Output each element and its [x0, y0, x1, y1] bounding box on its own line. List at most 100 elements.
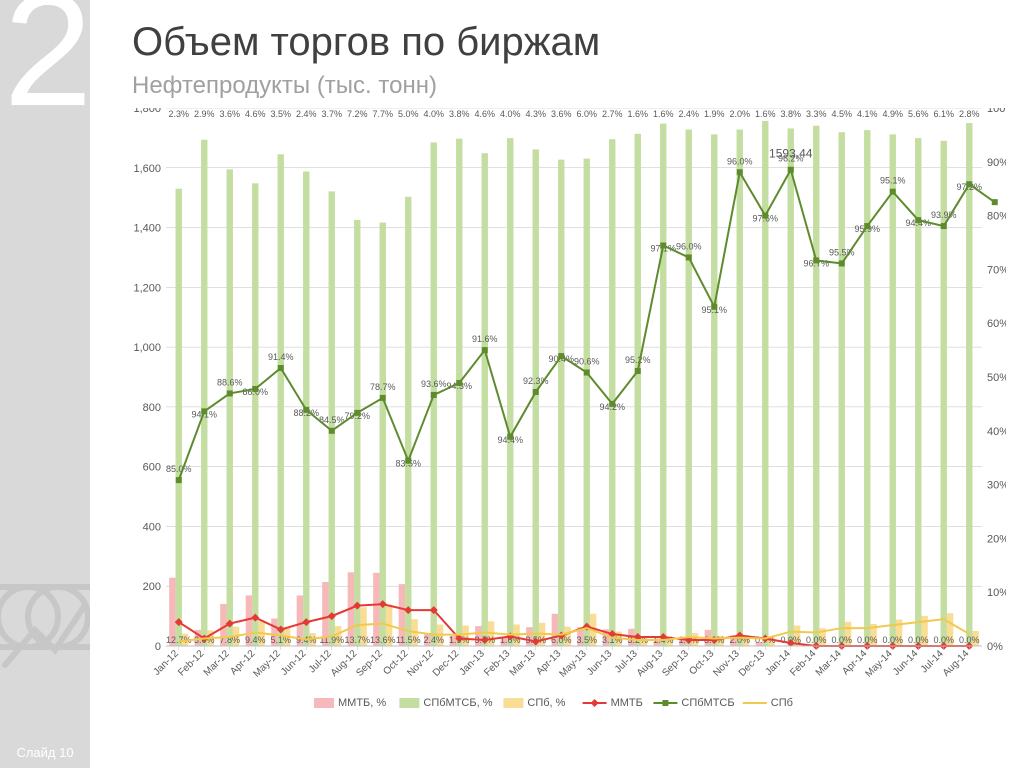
section-number: 2: [0, 0, 90, 130]
svg-text:95.2%: 95.2%: [625, 355, 651, 365]
svg-text:СПбМТСБ: СПбМТСБ: [681, 697, 734, 709]
svg-text:1,800: 1,800: [133, 108, 161, 115]
svg-text:200: 200: [143, 581, 161, 593]
svg-text:Jun-14: Jun-14: [891, 648, 921, 678]
svg-text:13.7%: 13.7%: [344, 635, 370, 645]
svg-text:Sep-13: Sep-13: [660, 648, 691, 679]
svg-text:50%: 50%: [987, 372, 1006, 384]
svg-text:ММТБ, %: ММТБ, %: [338, 697, 386, 709]
svg-text:Jun-13: Jun-13: [585, 648, 615, 678]
svg-text:Feb-13: Feb-13: [482, 648, 512, 678]
svg-text:Mar-14: Mar-14: [814, 648, 844, 678]
svg-text:4.0%: 4.0%: [423, 109, 444, 119]
svg-text:Feb-14: Feb-14: [788, 648, 818, 678]
svg-text:3.8%: 3.8%: [449, 109, 470, 119]
svg-text:600: 600: [143, 462, 161, 474]
svg-text:1.6%: 1.6%: [755, 109, 776, 119]
svg-text:4.6%: 4.6%: [474, 109, 495, 119]
svg-text:May-13: May-13: [558, 648, 590, 680]
svg-text:5.6%: 5.6%: [908, 109, 929, 119]
svg-text:88.6%: 88.6%: [217, 377, 243, 387]
svg-text:3.3%: 3.3%: [806, 109, 827, 119]
svg-text:1,000: 1,000: [133, 342, 161, 354]
svg-text:3.5%: 3.5%: [576, 635, 597, 645]
svg-text:6.1%: 6.1%: [933, 109, 954, 119]
svg-text:0%: 0%: [987, 641, 1003, 653]
svg-text:9.4%: 9.4%: [245, 635, 266, 645]
svg-text:2.3%: 2.3%: [168, 109, 189, 119]
svg-text:4.1%: 4.1%: [857, 109, 878, 119]
svg-text:1.6%: 1.6%: [653, 109, 674, 119]
svg-text:Dec-12: Dec-12: [431, 648, 462, 679]
svg-text:СПбМТСБ, %: СПбМТСБ, %: [423, 697, 492, 709]
watermark-logo: [0, 575, 90, 685]
svg-text:4.0%: 4.0%: [500, 109, 521, 119]
page-subtitle: Нефтепродукты (тыс. тонн): [132, 72, 437, 100]
svg-text:Sep-12: Sep-12: [354, 648, 385, 679]
svg-text:100%: 100%: [987, 108, 1006, 115]
svg-text:70%: 70%: [987, 264, 1006, 276]
svg-text:3.7%: 3.7%: [321, 109, 342, 119]
svg-text:96.0%: 96.0%: [727, 156, 753, 166]
svg-text:2.8%: 2.8%: [959, 109, 980, 119]
svg-text:2.4%: 2.4%: [678, 109, 699, 119]
svg-text:2.4%: 2.4%: [423, 635, 444, 645]
svg-text:800: 800: [143, 402, 161, 414]
svg-text:5.0%: 5.0%: [398, 109, 419, 119]
svg-text:2.0%: 2.0%: [729, 109, 750, 119]
page-title: Объем торгов по биржам: [132, 20, 600, 65]
svg-text:13.6%: 13.6%: [370, 635, 396, 645]
svg-text:78.7%: 78.7%: [370, 382, 396, 392]
svg-text:1593.44: 1593.44: [769, 147, 813, 161]
svg-text:Aug-13: Aug-13: [635, 648, 666, 679]
svg-text:Jan-13: Jan-13: [457, 648, 487, 678]
svg-text:3.6%: 3.6%: [551, 109, 572, 119]
svg-text:93.6%: 93.6%: [421, 379, 447, 389]
svg-text:1.6%: 1.6%: [627, 109, 648, 119]
svg-text:4.5%: 4.5%: [831, 109, 852, 119]
svg-text:30%: 30%: [987, 480, 1006, 492]
content-area: Объем торгов по биржам Нефтепродукты (ты…: [90, 0, 1024, 768]
svg-text:Mar-13: Mar-13: [508, 648, 538, 678]
svg-text:Nov-13: Nov-13: [711, 648, 742, 679]
slide-number: Слайд 10: [0, 745, 90, 760]
svg-text:Aug-12: Aug-12: [329, 648, 360, 679]
svg-text:20%: 20%: [987, 533, 1006, 545]
chart: 12.7%2.3%3.0%2.9%7.8%3.6%9.4%4.6%5.1%3.5…: [126, 108, 1006, 726]
svg-text:96.0%: 96.0%: [676, 241, 702, 251]
svg-text:3.5%: 3.5%: [270, 109, 291, 119]
svg-text:400: 400: [143, 521, 161, 533]
svg-text:Feb-12: Feb-12: [176, 648, 206, 678]
svg-text:1,600: 1,600: [133, 163, 161, 175]
slide: 2 Слайд 10 Объем торгов по биржам Нефтеп…: [0, 0, 1024, 768]
svg-text:4.3%: 4.3%: [525, 109, 546, 119]
svg-text:90%: 90%: [987, 157, 1006, 169]
svg-text:Nov-12: Nov-12: [405, 648, 436, 679]
svg-text:91.6%: 91.6%: [472, 334, 498, 344]
svg-text:91.4%: 91.4%: [268, 352, 294, 362]
svg-text:Dec-13: Dec-13: [737, 648, 768, 679]
svg-text:Aug-14: Aug-14: [941, 648, 972, 679]
svg-text:40%: 40%: [987, 426, 1006, 438]
svg-text:60%: 60%: [987, 318, 1006, 330]
svg-text:May-12: May-12: [252, 648, 284, 680]
svg-text:3.6%: 3.6%: [219, 109, 240, 119]
svg-text:7.7%: 7.7%: [372, 109, 393, 119]
svg-text:ММТБ: ММТБ: [611, 697, 643, 709]
svg-text:3.8%: 3.8%: [780, 109, 801, 119]
svg-text:4.9%: 4.9%: [882, 109, 903, 119]
svg-text:Mar-12: Mar-12: [202, 648, 232, 678]
svg-text:2.7%: 2.7%: [602, 109, 623, 119]
svg-text:90.6%: 90.6%: [574, 357, 600, 367]
svg-text:95.1%: 95.1%: [880, 176, 906, 186]
svg-text:СПб, %: СПб, %: [527, 697, 565, 709]
svg-text:80%: 80%: [987, 211, 1006, 223]
svg-text:4.6%: 4.6%: [245, 109, 266, 119]
svg-text:May-14: May-14: [864, 648, 896, 680]
svg-text:6.0%: 6.0%: [576, 109, 597, 119]
svg-text:10%: 10%: [987, 587, 1006, 599]
svg-text:2.4%: 2.4%: [296, 109, 317, 119]
svg-text:0: 0: [155, 641, 161, 653]
svg-text:Jan-14: Jan-14: [763, 648, 793, 678]
sidebar: 2 Слайд 10: [0, 0, 90, 768]
